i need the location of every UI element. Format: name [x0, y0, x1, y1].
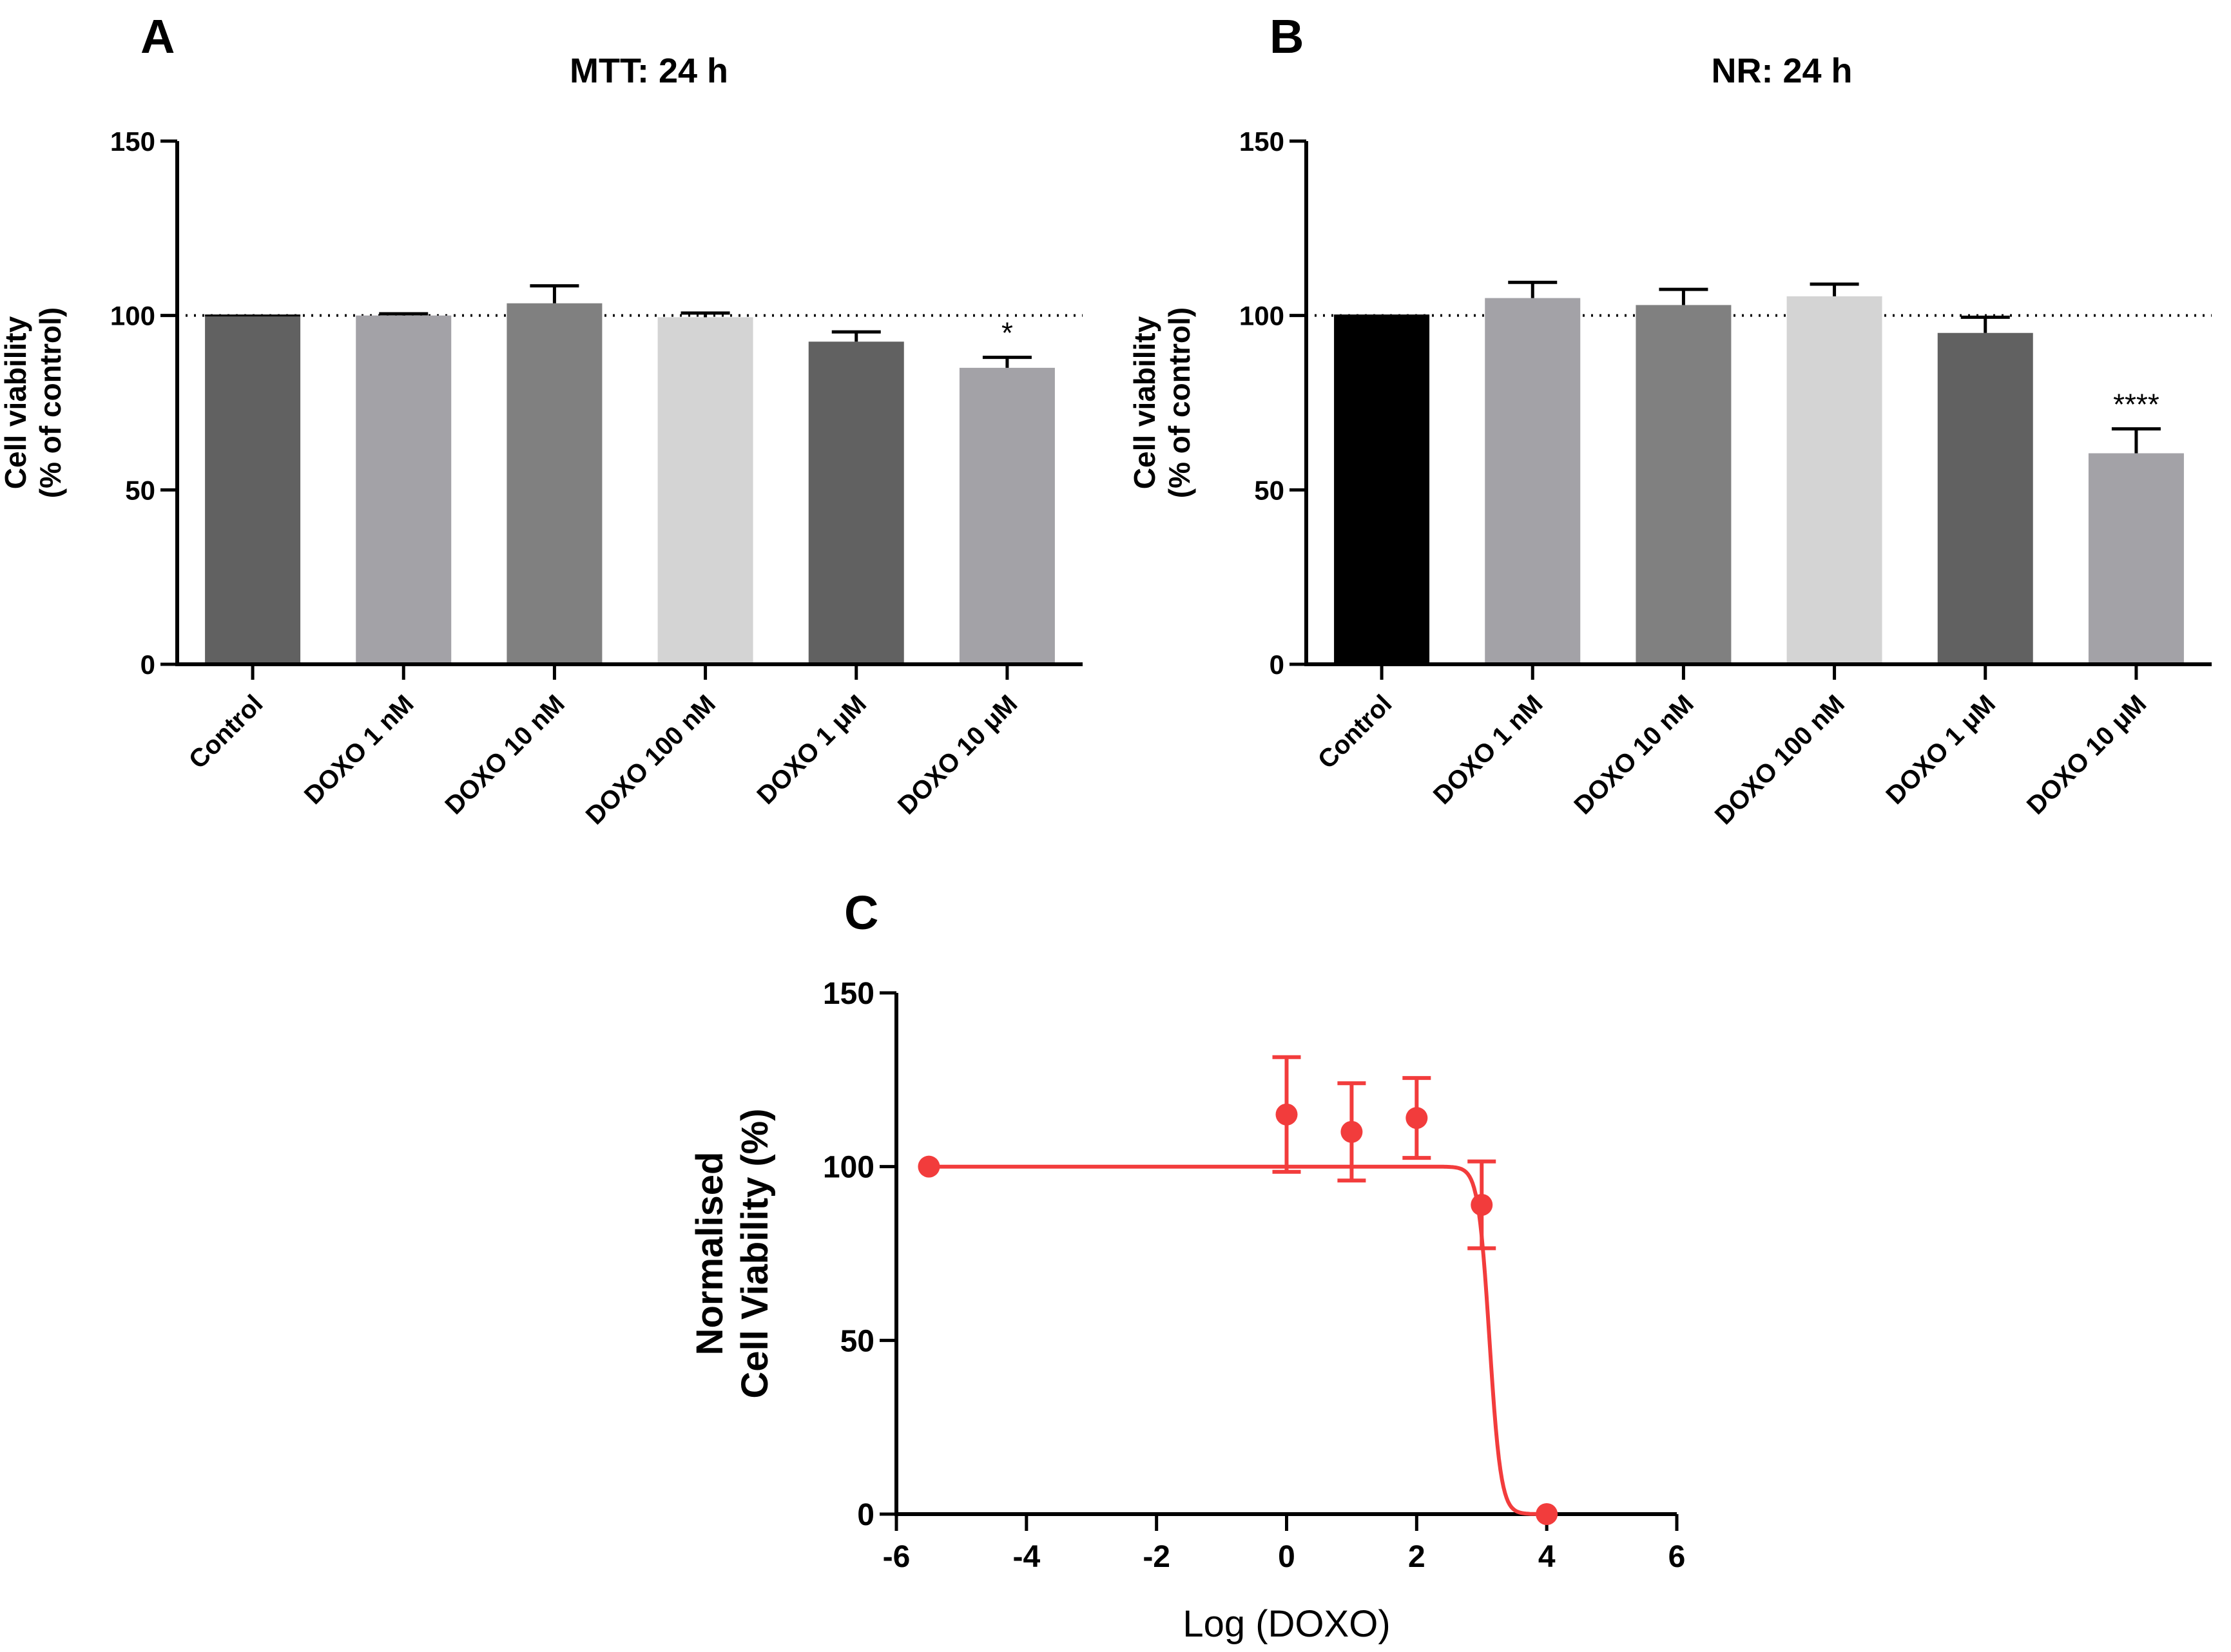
y-tick-label: 150 — [110, 126, 155, 157]
data-point — [918, 1155, 940, 1178]
y-axis-label: Cell viability(% of control) — [0, 307, 67, 498]
x-tick-label: 4 — [1538, 1540, 1556, 1574]
x-tick-label: DOXO 100 nM — [1710, 689, 1850, 830]
chart-a: MTT: 24 h Cell viability(% of control) Con… — [0, 52, 1083, 830]
bar — [2088, 453, 2184, 664]
y-axis-label-line2: (% of control) — [34, 307, 67, 498]
x-tick-label: Control — [184, 689, 269, 774]
y-tick-label: 100 — [110, 301, 155, 331]
y-axis-label: Cell viability(% of control) — [1128, 307, 1196, 498]
bar — [808, 341, 904, 664]
x-tick-label: DOXO 10 nM — [439, 689, 570, 820]
y-tick-label: 50 — [840, 1324, 874, 1358]
data-point — [1405, 1107, 1428, 1129]
y-tick-label: 50 — [1254, 475, 1284, 505]
data-point — [1536, 1503, 1558, 1525]
y-tick-label: 150 — [1239, 126, 1284, 157]
bar — [356, 315, 452, 665]
x-tick-label: DOXO 10 μM — [2022, 689, 2152, 820]
data-point — [1471, 1193, 1493, 1216]
x-tick-label: DOXO 10 nM — [1569, 689, 1699, 820]
bar — [1636, 305, 1732, 665]
panel-label-b: B — [1270, 10, 1304, 63]
bar — [205, 315, 301, 665]
y-axis-label-line1: Cell viability — [1128, 316, 1161, 489]
x-tick-label: -4 — [1012, 1540, 1040, 1574]
fit-curve — [929, 1164, 1547, 1516]
bar — [1485, 298, 1581, 665]
chart-c: 0 50 100 150 -6 -4 -2 0 2 4 6 Log (DOXO) NormalisedC… — [689, 977, 1685, 1645]
x-tick-label: 6 — [1668, 1540, 1686, 1574]
x-tick-label: Control — [1313, 689, 1398, 774]
chart-b: NR: 24 h Cell viability(% of control) Cont… — [1128, 52, 2212, 830]
y-tick-label: 150 — [823, 977, 874, 1011]
x-tick-label: DOXO 10 μM — [893, 689, 1023, 820]
chart-title: MTT: 24 h — [570, 52, 728, 90]
y-axis-label-line1: Normalised — [689, 1152, 731, 1356]
x-tick-label: DOXO 1 nM — [1428, 689, 1549, 810]
x-tick-label: 2 — [1408, 1540, 1425, 1574]
y-axis-label-line1: Cell viability — [0, 316, 32, 489]
bar — [1334, 315, 1430, 665]
bar — [1937, 332, 2033, 664]
panel-label-c: C — [844, 886, 878, 939]
x-tick-label: -2 — [1143, 1540, 1170, 1574]
panel-label-a: A — [140, 10, 175, 63]
significance-label: **** — [2113, 388, 2159, 421]
x-tick-label: DOXO 1 nM — [299, 689, 420, 810]
y-axis-label: NormalisedCell Viability (%) — [689, 1108, 776, 1398]
y-axis-label-line2: (% of control) — [1163, 307, 1196, 498]
bar — [657, 317, 753, 665]
y-tick-label: 0 — [140, 649, 155, 680]
chart-title: NR: 24 h — [1711, 52, 1852, 90]
y-tick-label: 50 — [125, 475, 155, 505]
y-tick-label: 100 — [823, 1151, 874, 1185]
x-tick-label: DOXO 100 nM — [581, 689, 721, 830]
x-tick-label: 0 — [1278, 1540, 1295, 1574]
x-tick-label: DOXO 1 μM — [751, 689, 872, 810]
significance-label: * — [1001, 316, 1013, 350]
bar — [1786, 296, 1882, 665]
data-point — [1340, 1120, 1363, 1143]
data-point — [1275, 1103, 1298, 1126]
y-axis-label-line2: Cell Viability (%) — [734, 1108, 776, 1398]
x-tick-label: DOXO 1 μM — [1880, 689, 2001, 810]
x-tick-label: -6 — [883, 1540, 911, 1574]
bar — [959, 367, 1055, 664]
bar — [507, 303, 603, 665]
y-tick-label: 0 — [857, 1498, 874, 1532]
x-axis-label: Log (DOXO) — [1183, 1603, 1390, 1645]
y-tick-label: 0 — [1270, 649, 1284, 680]
y-tick-label: 100 — [1239, 301, 1284, 331]
